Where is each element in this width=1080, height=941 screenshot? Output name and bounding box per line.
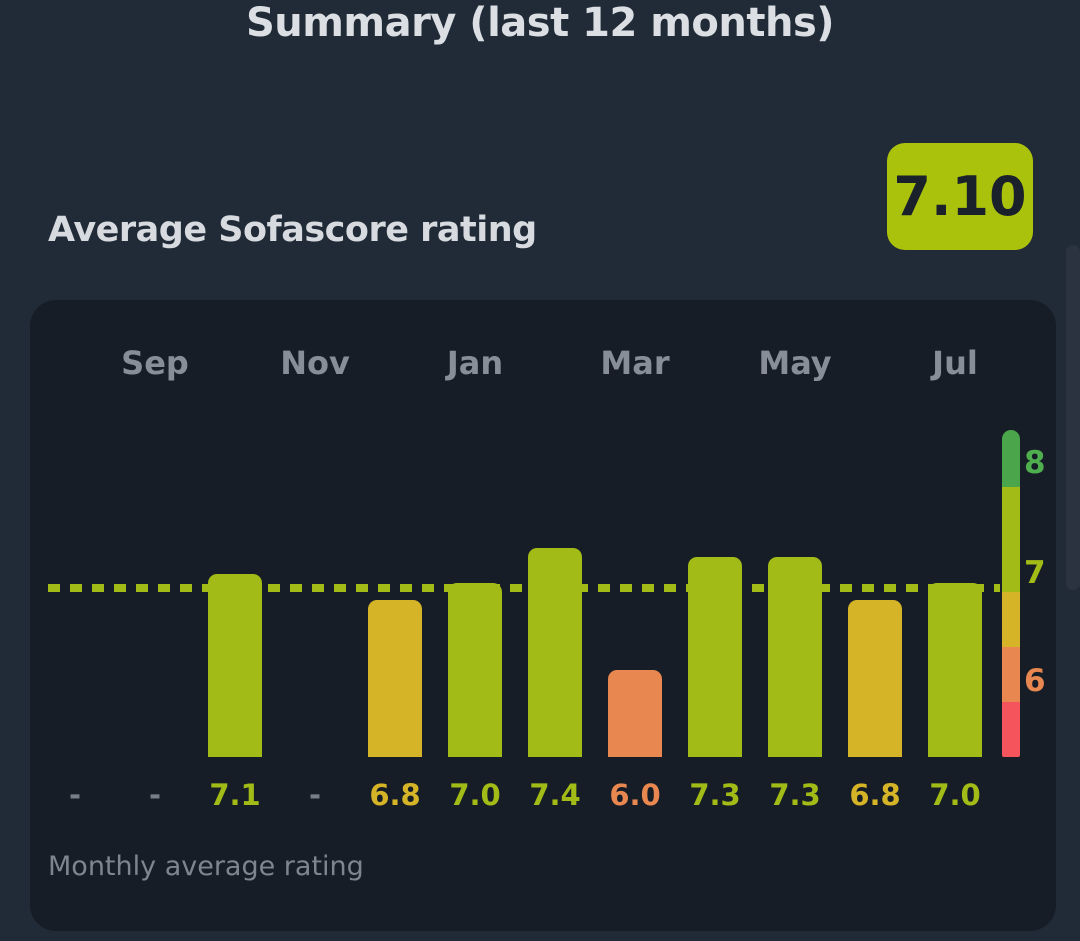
scale-tick-6: 6 xyxy=(1024,663,1046,699)
rating-chart-card: Sep Nov Jan Mar May Jul 8 7 6 - - 7.1 - 6.8 7.0 7.4 6.… xyxy=(30,300,1056,931)
no-data-dash: - xyxy=(68,778,82,812)
rating-bar[interactable] xyxy=(208,574,262,757)
bar-value-label: 7.3 xyxy=(689,778,741,812)
no-data-dash: - xyxy=(148,778,162,812)
month-label-jul: Jul xyxy=(932,344,978,382)
rating-bar[interactable] xyxy=(528,548,582,757)
scrollbar-thumb[interactable] xyxy=(1066,245,1080,590)
bar-value-label: 7.1 xyxy=(209,778,261,812)
bar-value-label: 7.0 xyxy=(929,778,981,812)
month-label-jan: Jan xyxy=(446,344,504,382)
average-rating-label: Average Sofascore rating xyxy=(48,210,537,250)
rating-bar[interactable] xyxy=(448,583,502,757)
average-rating-badge: 7.10 xyxy=(887,143,1033,250)
bar-value-label: 7.3 xyxy=(769,778,821,812)
bar-value-label: 6.8 xyxy=(849,778,901,812)
scale-segment xyxy=(1002,647,1020,702)
scale-tick-7: 7 xyxy=(1024,555,1046,591)
bar-value-label: 6.0 xyxy=(609,778,661,812)
bar-value-label: 7.4 xyxy=(529,778,581,812)
average-reference-line xyxy=(48,584,1000,592)
scale-segment xyxy=(1002,702,1020,757)
rating-bar[interactable] xyxy=(768,556,822,757)
month-label-may: May xyxy=(758,344,832,382)
rating-bar[interactable] xyxy=(848,600,902,757)
scale-segment xyxy=(1002,592,1020,647)
rating-bar[interactable] xyxy=(688,556,742,757)
bar-value-label: 7.0 xyxy=(449,778,501,812)
rating-bar[interactable] xyxy=(368,600,422,757)
scale-segment xyxy=(1002,487,1020,592)
rating-bar[interactable] xyxy=(928,583,982,757)
rating-color-scale xyxy=(1002,430,1020,757)
scale-segment xyxy=(1002,430,1020,487)
rating-bar[interactable] xyxy=(608,670,662,757)
chart-caption: Monthly average rating xyxy=(48,851,364,882)
bar-value-label: 6.8 xyxy=(369,778,421,812)
month-label-mar: Mar xyxy=(600,344,670,382)
scale-tick-8: 8 xyxy=(1024,445,1046,481)
month-label-nov: Nov xyxy=(280,344,350,382)
page-title: Summary (last 12 months) xyxy=(245,0,835,46)
month-label-sep: Sep xyxy=(121,344,189,382)
no-data-dash: - xyxy=(308,778,322,812)
